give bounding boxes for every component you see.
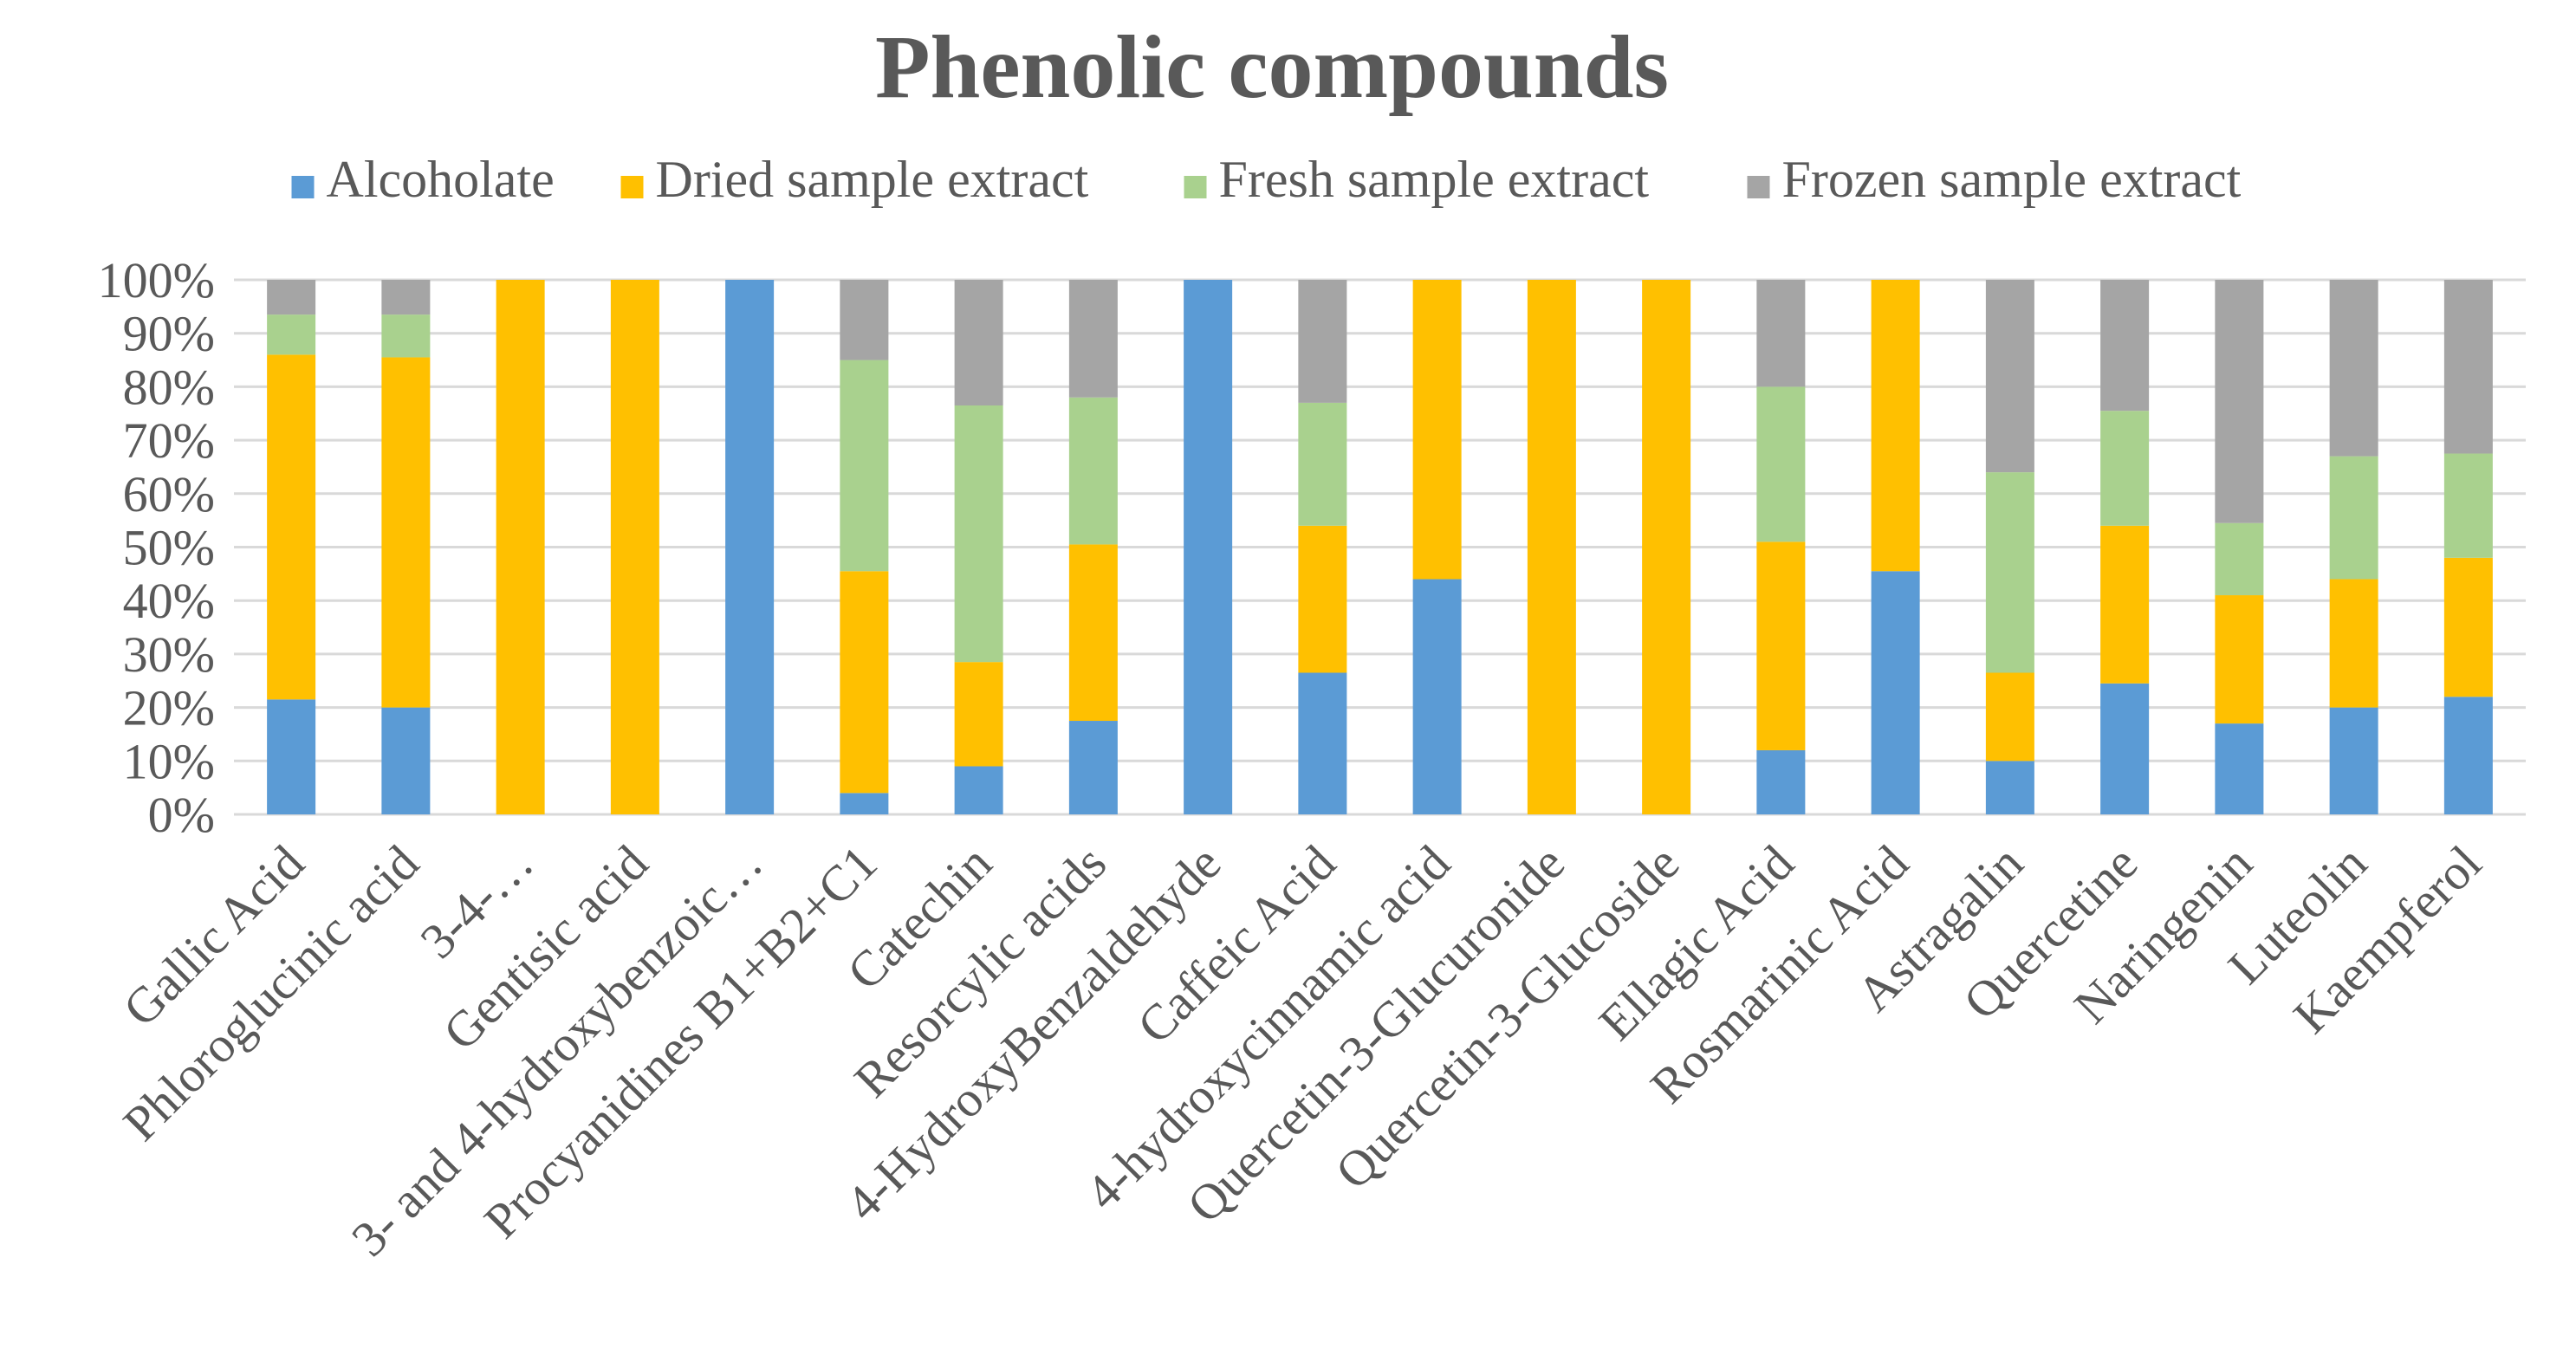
legend-label: Alcoholate <box>327 151 555 208</box>
bar-segment-frozen-sample-extract <box>954 280 1003 405</box>
bar-segment-dried-sample-extract <box>381 357 431 708</box>
bar-segment-alcoholate <box>725 280 775 814</box>
bar-segment-fresh-sample-extract <box>1068 397 1118 545</box>
y-tick-label: 30% <box>123 626 215 683</box>
bar-segment-frozen-sample-extract <box>267 280 316 315</box>
bar-segment-alcoholate <box>1068 721 1118 814</box>
y-tick-label: 10% <box>123 733 215 789</box>
bar-segment-dried-sample-extract <box>2215 595 2264 724</box>
bar-segment-alcoholate <box>2100 683 2150 814</box>
y-tick-label: 0% <box>148 787 215 843</box>
legend-label: Frozen sample extract <box>1782 151 2242 208</box>
bar-segment-alcoholate <box>1985 761 2034 814</box>
bar-segment-alcoholate <box>840 793 889 814</box>
y-axis-ticks: 0%10%20%30%40%50%60%70%80%90%100% <box>98 252 215 843</box>
bar-segment-dried-sample-extract <box>1527 280 1576 814</box>
bar-segment-dried-sample-extract <box>496 280 545 814</box>
bar-segment-fresh-sample-extract <box>954 405 1003 663</box>
y-tick-label: 20% <box>123 680 215 736</box>
bar-segment-frozen-sample-extract <box>1985 280 2034 473</box>
bar-segment-alcoholate <box>1298 672 1347 814</box>
bar-segment-dried-sample-extract <box>1756 541 1806 750</box>
y-tick-label: 100% <box>98 252 215 308</box>
bar-segment-fresh-sample-extract <box>267 314 316 355</box>
legend-label: Fresh sample extract <box>1219 151 1650 208</box>
bar-segment-frozen-sample-extract <box>1756 280 1806 387</box>
bar-segment-alcoholate <box>1184 280 1233 814</box>
bar-segment-alcoholate <box>381 707 431 814</box>
bar-segment-alcoholate <box>1871 571 1920 814</box>
bar-segment-fresh-sample-extract <box>2100 411 2150 526</box>
bar-segment-dried-sample-extract <box>840 571 889 794</box>
bar-segment-dried-sample-extract <box>954 662 1003 767</box>
bar-segment-fresh-sample-extract <box>2329 456 2378 580</box>
bar-segment-fresh-sample-extract <box>1298 402 1347 526</box>
bar-segment-alcoholate <box>1412 579 1462 814</box>
legend: Alcoholate Dried sample extract Fresh samp… <box>291 151 2242 208</box>
bar-segment-alcoholate <box>267 699 316 814</box>
y-tick-label: 40% <box>123 573 215 629</box>
legend-swatch <box>620 176 644 198</box>
bar-segment-fresh-sample-extract <box>2215 522 2264 596</box>
bar-segment-frozen-sample-extract <box>2100 280 2150 412</box>
bar-segment-frozen-sample-extract <box>1298 280 1347 403</box>
bar-segment-dried-sample-extract <box>1871 280 1920 572</box>
y-tick-label: 80% <box>123 359 215 415</box>
bars <box>267 280 2493 814</box>
bar-segment-fresh-sample-extract <box>1985 472 2034 673</box>
y-tick-label: 60% <box>123 466 215 522</box>
bar-segment-fresh-sample-extract <box>840 360 889 572</box>
bar-segment-alcoholate <box>2329 707 2378 814</box>
bar-segment-frozen-sample-extract <box>2215 280 2264 523</box>
legend-label: Dried sample extract <box>656 151 1089 208</box>
bar-segment-frozen-sample-extract <box>381 280 431 315</box>
bar-segment-frozen-sample-extract <box>1068 280 1118 398</box>
bar-segment-alcoholate <box>954 766 1003 814</box>
bar-segment-dried-sample-extract <box>1985 672 2034 762</box>
bar-segment-dried-sample-extract <box>1068 544 1118 722</box>
bar-segment-dried-sample-extract <box>2100 525 2150 684</box>
gridlines <box>234 278 2526 816</box>
legend-item-frozen-sample-extract: Frozen sample extract <box>1747 151 2242 208</box>
bar-segment-fresh-sample-extract <box>1756 386 1806 542</box>
legend-item-alcoholate: Alcoholate <box>291 151 555 208</box>
legend-swatch <box>1184 176 1207 198</box>
y-tick-label: 90% <box>123 306 215 362</box>
bar-segment-alcoholate <box>1756 749 1806 814</box>
bar-segment-frozen-sample-extract <box>840 280 889 360</box>
bar-segment-frozen-sample-extract <box>2329 280 2378 457</box>
bar-segment-dried-sample-extract <box>1642 280 1691 814</box>
y-tick-label: 70% <box>123 412 215 469</box>
chart-title: Phenolic compounds <box>875 17 1669 117</box>
bar-segment-fresh-sample-extract <box>2443 453 2493 558</box>
legend-item-fresh-sample-extract: Fresh sample extract <box>1184 151 1650 208</box>
bar-segment-alcoholate <box>2443 697 2493 814</box>
bar-segment-dried-sample-extract <box>2329 579 2378 708</box>
bar-segment-dried-sample-extract <box>1298 525 1347 673</box>
bar-segment-dried-sample-extract <box>267 354 316 700</box>
bar-segment-frozen-sample-extract <box>2443 280 2493 454</box>
bar-segment-dried-sample-extract <box>610 280 659 814</box>
y-tick-label: 50% <box>123 520 215 576</box>
legend-item-dried-sample-extract: Dried sample extract <box>620 151 1089 208</box>
legend-swatch <box>291 176 315 198</box>
legend-swatch <box>1747 176 1770 198</box>
bar-segment-alcoholate <box>2215 723 2264 814</box>
bar-segment-dried-sample-extract <box>1412 280 1462 580</box>
bar-segment-dried-sample-extract <box>2443 557 2493 697</box>
bar-segment-fresh-sample-extract <box>381 314 431 358</box>
